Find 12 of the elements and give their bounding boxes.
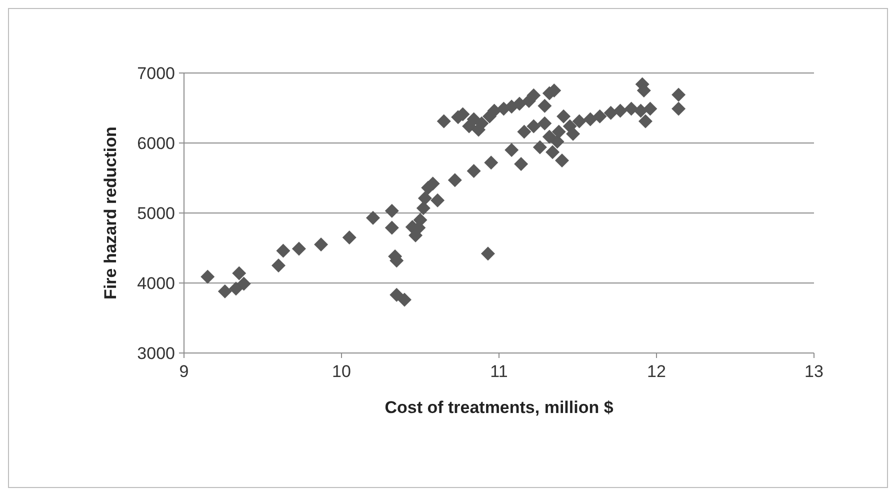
x-axis-title: Cost of treatments, million $: [384, 398, 614, 417]
x-tick-label: 13: [804, 362, 824, 381]
x-tick-label: 10: [332, 362, 351, 381]
y-tick-label: 4000: [137, 274, 175, 293]
x-tick-label: 9: [179, 362, 189, 381]
y-axis-title: Fire hazard reduction: [101, 126, 120, 300]
y-tick-label: 3000: [137, 344, 175, 363]
x-tick-label: 12: [647, 362, 666, 381]
x-tick-label: 11: [490, 362, 508, 381]
y-tick-label: 7000: [137, 64, 175, 83]
y-tick-label: 5000: [137, 204, 175, 223]
y-tick-label: 6000: [137, 134, 175, 153]
